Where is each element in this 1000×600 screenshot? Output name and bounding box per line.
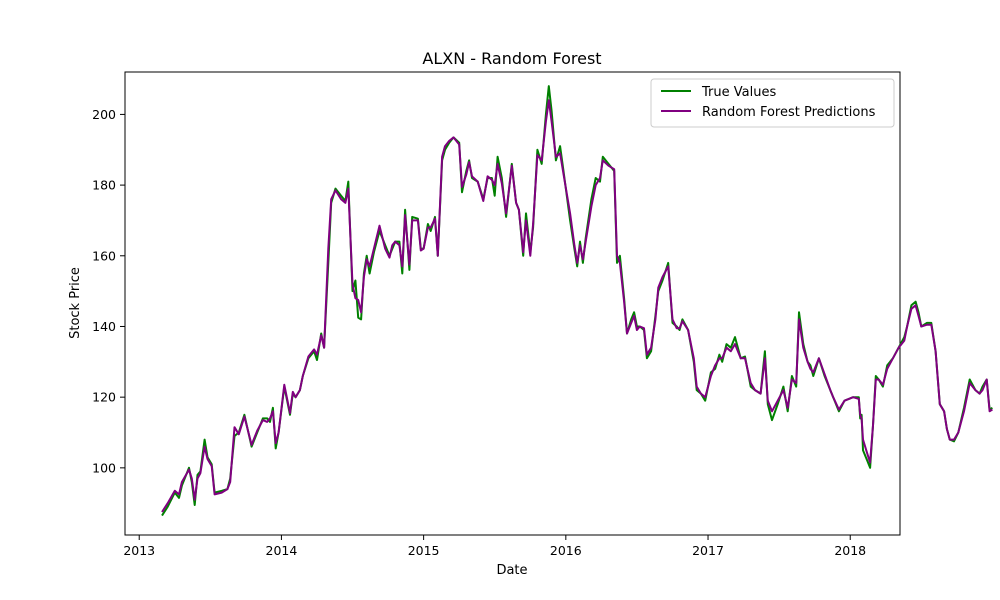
y-tick-label: 160 — [92, 248, 116, 263]
x-tick-label: 2015 — [408, 543, 440, 558]
y-tick-label: 180 — [92, 178, 116, 193]
x-tick-label: 2016 — [550, 543, 582, 558]
series-line-true-values — [161, 85, 993, 517]
x-tick-label: 2013 — [123, 543, 155, 558]
y-axis-label: Stock Price — [68, 267, 83, 339]
series-layer — [161, 85, 993, 517]
chart-title: ALXN - Random Forest — [422, 49, 601, 68]
plot-area — [124, 71, 901, 536]
legend-label-random-forest-predictions: Random Forest Predictions — [702, 105, 876, 120]
x-axis: 2013 2014 2015 2016 2017 2018 — [123, 535, 866, 558]
x-axis-label: Date — [496, 563, 527, 578]
legend: True Values Random Forest Predictions — [650, 78, 895, 128]
x-tick-label: 2017 — [692, 543, 724, 558]
legend-label-true-values: True Values — [701, 85, 776, 100]
legend-box — [650, 78, 895, 128]
y-tick-label: 200 — [92, 107, 116, 122]
x-tick-label: 2018 — [834, 543, 866, 558]
y-tick-label: 120 — [92, 390, 116, 405]
x-tick-label: 2014 — [266, 543, 298, 558]
y-tick-label: 140 — [92, 319, 116, 334]
y-tick-label: 100 — [92, 460, 116, 475]
y-axis: 100 120 140 160 180 200 — [92, 107, 125, 475]
series-line-random-forest-predictions — [161, 99, 993, 513]
